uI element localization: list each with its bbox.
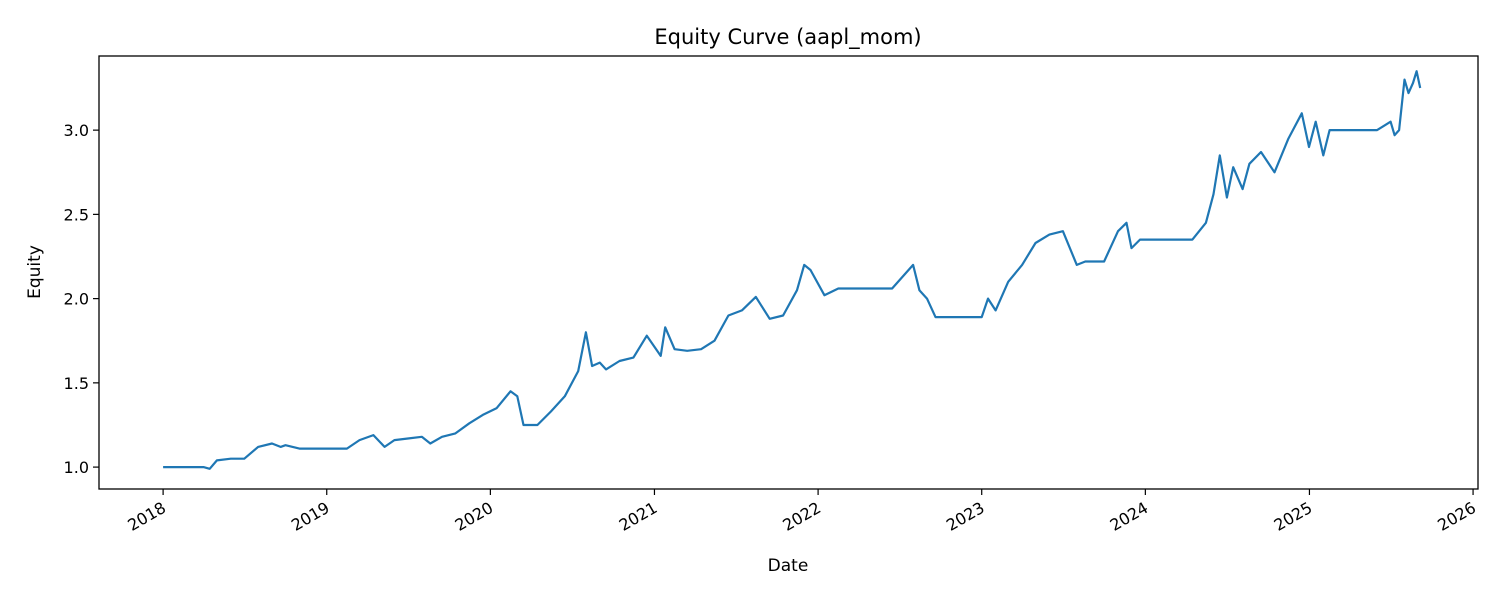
x-tick-label: 2021 [616, 498, 661, 535]
plot-area [163, 70, 1422, 470]
y-tick-label: 3.0 [64, 121, 89, 140]
y-tick-label: 1.0 [64, 458, 89, 477]
plot-frame [98, 55, 1479, 490]
y-tick-label: 2.5 [64, 205, 89, 224]
y-tick-label: 1.5 [64, 374, 89, 393]
equity-series-line [163, 70, 1422, 470]
x-tick-label: 2018 [124, 498, 169, 535]
x-tick-label: 2024 [1107, 498, 1152, 535]
x-tick-label: 2023 [943, 498, 988, 535]
y-axis: 1.0 1.5 2.0 2.5 3.0 [64, 121, 99, 477]
chart-title: Equity Curve (aapl_mom) [654, 25, 921, 50]
x-axis: 2018 2019 2020 2021 2022 2023 2024 2025 2026 [124, 489, 1479, 535]
x-tick-label: 2026 [1434, 498, 1479, 535]
x-axis-label: Date [768, 556, 809, 576]
x-tick-label: 2019 [288, 498, 333, 535]
x-tick-label: 2020 [452, 498, 497, 535]
x-tick-label: 2022 [779, 498, 824, 535]
y-axis-label: Equity [25, 245, 45, 299]
y-tick-label: 2.0 [64, 290, 89, 309]
x-tick-label: 2025 [1271, 498, 1316, 535]
